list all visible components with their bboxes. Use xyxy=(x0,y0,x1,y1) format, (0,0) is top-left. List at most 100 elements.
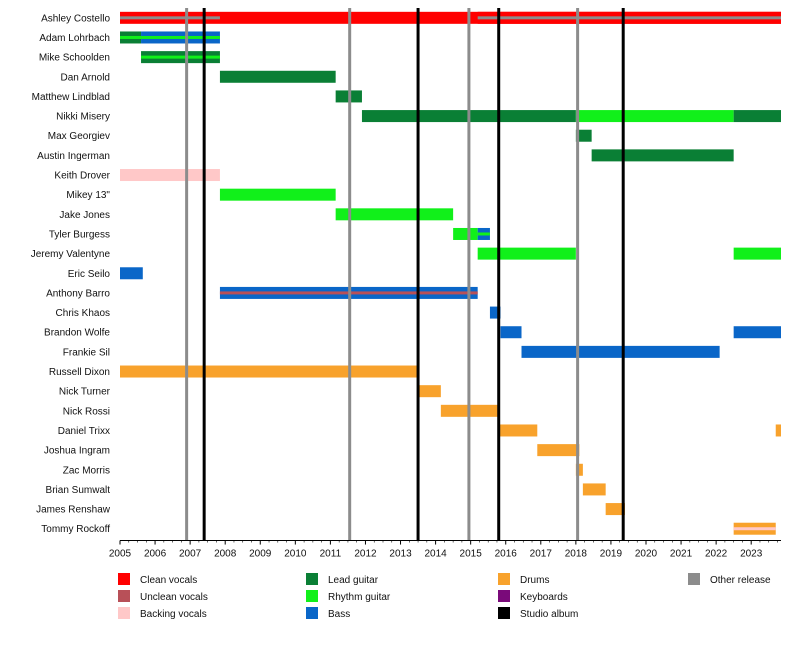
x-tick-label-2010: 2010 xyxy=(284,549,307,560)
legend-swatch-bass xyxy=(306,607,318,619)
bar-nikki-misery-3 xyxy=(733,110,781,123)
member-label-anthony-barro: Anthony Barro xyxy=(46,288,110,299)
member-label-max-georgiev: Max Georgiev xyxy=(48,131,110,142)
x-tick-label-2020: 2020 xyxy=(635,549,658,560)
member-label-russell-dixon: Russell Dixon xyxy=(49,367,110,378)
legend-swatch-studio-album xyxy=(498,607,510,619)
legend-label-bass: Bass xyxy=(328,609,350,620)
bar-chris-khaos-1 xyxy=(489,306,501,319)
x-tick-label-2006: 2006 xyxy=(144,549,167,560)
legend-swatch-unclean-vocals xyxy=(118,590,130,602)
bar-joshua-ingram-1 xyxy=(537,444,580,457)
legend: Clean vocals Unclean vocals Backing vocals… xyxy=(118,573,771,620)
member-label-nick-rossi: Nick Rossi xyxy=(63,406,110,417)
legend-swatch-lead-guitar xyxy=(306,573,318,585)
x-tick-label-2014: 2014 xyxy=(424,549,447,560)
x-tick-label-2013: 2013 xyxy=(389,549,412,560)
legend-swatch-rhythm-guitar xyxy=(306,590,318,602)
bar-zac-morris-1 xyxy=(575,463,583,476)
member-label-mikey-13: Mikey 13" xyxy=(66,190,110,201)
member-label-daniel-trixx: Daniel Trixx xyxy=(58,426,110,437)
member-label-eric-seilo: Eric Seilo xyxy=(68,269,111,280)
legend-label-other-release: Other release xyxy=(710,575,771,586)
member-label-james-renshaw: James Renshaw xyxy=(36,505,111,516)
member-label-zac-morris: Zac Morris xyxy=(63,465,110,476)
bar-jake-jones-1 xyxy=(335,208,454,221)
bar-jeremy-valentyne-1 xyxy=(477,247,576,260)
x-tick-label-2015: 2015 xyxy=(460,549,483,560)
bar-brandon-wolfe-2 xyxy=(733,326,781,339)
legend-swatch-clean-vocals xyxy=(118,573,130,585)
x-tick-label-2009: 2009 xyxy=(249,549,272,560)
member-label-brandon-wolfe: Brandon Wolfe xyxy=(44,328,110,339)
legend-label-drums: Drums xyxy=(520,575,549,586)
bar-russell-dixon-1 xyxy=(120,365,419,378)
member-label-keith-drover: Keith Drover xyxy=(54,171,110,182)
member-label-nikki-misery: Nikki Misery xyxy=(56,112,110,123)
bar-eric-seilo-1 xyxy=(120,267,143,280)
legend-swatch-drums xyxy=(498,573,510,585)
x-tick-label-2011: 2011 xyxy=(320,549,342,560)
legend-label-keyboards: Keyboards xyxy=(520,592,568,603)
bar-keith-drover-1 xyxy=(120,169,220,182)
bar-dan-arnold-1 xyxy=(219,70,336,83)
legend-swatch-backing-vocals xyxy=(118,607,130,619)
bar-brian-sumwalt-1 xyxy=(582,483,606,496)
bar-james-renshaw-1 xyxy=(605,503,625,516)
x-tick-label-2023: 2023 xyxy=(740,549,763,560)
member-label-mike-schoolden: Mike Schoolden xyxy=(39,53,110,64)
release-lines xyxy=(185,8,625,541)
member-label-brian-sumwalt: Brian Sumwalt xyxy=(46,485,111,496)
x-axis: 2005 2006 2007 2008 2009 2010 2011 2012 2013 2014… xyxy=(109,540,781,560)
x-tick-label-2018: 2018 xyxy=(565,549,588,560)
bar-frankie-sil-1 xyxy=(521,345,720,358)
legend-label-backing-vocals: Backing vocals xyxy=(140,609,207,620)
x-tick-label-2017: 2017 xyxy=(530,549,553,560)
x-tick-label-2022: 2022 xyxy=(705,549,728,560)
member-labels: Ashley Costello Adam Lohrbach Mike Schoold… xyxy=(31,13,111,535)
bar-accent-ashley-costello-1 xyxy=(120,16,220,20)
x-tick-label-2016: 2016 xyxy=(495,549,518,560)
bar-accent-mike-schoolden-1 xyxy=(141,55,220,59)
member-label-tommy-rockoff: Tommy Rockoff xyxy=(41,524,110,535)
bar-nick-turner-1 xyxy=(418,385,441,398)
bar-accent-adam-lohrbach-1 xyxy=(120,35,142,39)
x-tick-label-2007: 2007 xyxy=(179,549,202,560)
legend-label-rhythm-guitar: Rhythm guitar xyxy=(328,592,391,603)
bar-jeremy-valentyne-2 xyxy=(733,247,781,260)
bar-accent-tyler-burgess-2 xyxy=(477,232,490,236)
bar-max-georgiev-1 xyxy=(575,129,592,142)
member-label-dan-arnold: Dan Arnold xyxy=(61,72,110,83)
member-label-chris-khaos: Chris Khaos xyxy=(56,308,110,319)
member-label-austin-ingerman: Austin Ingerman xyxy=(37,151,110,162)
member-label-matthew-lindblad: Matthew Lindblad xyxy=(32,92,110,103)
legend-label-lead-guitar: Lead guitar xyxy=(328,575,379,586)
bar-accent-adam-lohrbach-2 xyxy=(141,35,220,39)
member-label-tyler-burgess: Tyler Burgess xyxy=(49,229,110,240)
member-label-jake-jones: Jake Jones xyxy=(59,210,110,221)
member-label-adam-lohrbach: Adam Lohrbach xyxy=(39,33,110,44)
bar-tyler-burgess-1 xyxy=(453,227,478,240)
member-label-joshua-ingram: Joshua Ingram xyxy=(44,446,110,457)
legend-swatch-other-release xyxy=(688,573,700,585)
bar-accent-ashley-costello-2 xyxy=(477,16,781,20)
member-label-frankie-sil: Frankie Sil xyxy=(63,347,110,358)
member-bars xyxy=(120,11,781,535)
bar-austin-ingerman-1 xyxy=(591,149,734,162)
member-label-jeremy-valentyne: Jeremy Valentyne xyxy=(31,249,111,260)
member-label-ashley-costello: Ashley Costello xyxy=(41,13,110,24)
legend-label-unclean-vocals: Unclean vocals xyxy=(140,592,208,603)
x-tick-label-2008: 2008 xyxy=(214,549,237,560)
bar-accent-tommy-rockoff-1 xyxy=(733,527,776,531)
x-tick-label-2012: 2012 xyxy=(354,549,377,560)
legend-label-studio-album: Studio album xyxy=(520,609,578,620)
bar-daniel-trixx-2 xyxy=(775,424,781,437)
legend-label-clean-vocals: Clean vocals xyxy=(140,575,197,586)
bar-mikey-13-1 xyxy=(219,188,336,201)
bar-daniel-trixx-1 xyxy=(498,424,538,437)
legend-swatch-keyboards xyxy=(498,590,510,602)
x-tick-label-2021: 2021 xyxy=(670,549,693,560)
member-label-nick-turner: Nick Turner xyxy=(59,387,111,398)
x-tick-label-2005: 2005 xyxy=(109,549,132,560)
x-tick-label-2019: 2019 xyxy=(600,549,623,560)
